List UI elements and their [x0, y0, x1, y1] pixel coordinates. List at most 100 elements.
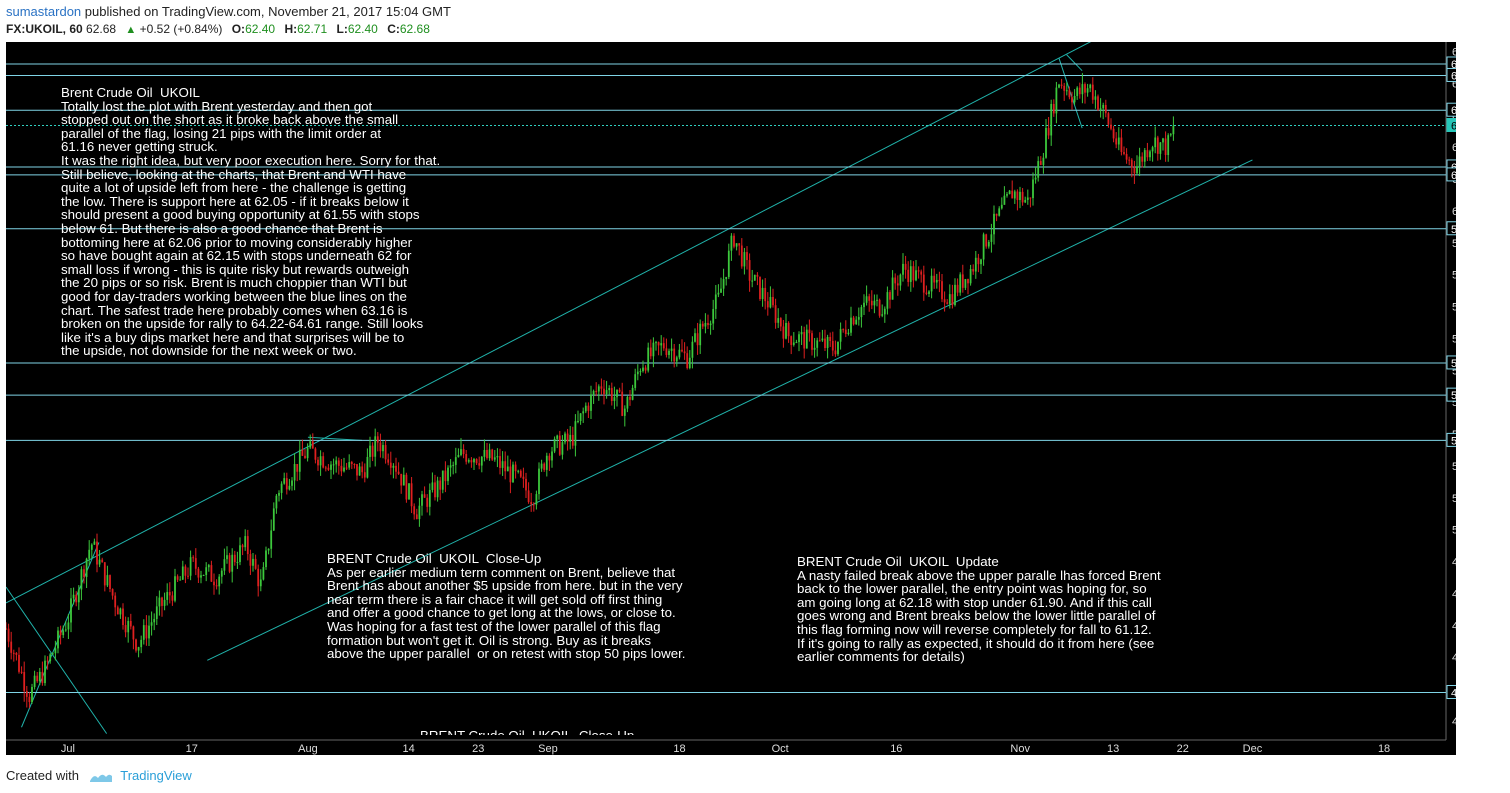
- candle-body: [64, 629, 67, 631]
- candle-body: [408, 483, 410, 500]
- candle-body: [652, 342, 655, 357]
- candle-body: [891, 277, 894, 300]
- candle-body: [179, 579, 182, 581]
- candle-body: [200, 575, 202, 578]
- candle-body: [571, 434, 574, 446]
- candle-body: [77, 589, 80, 603]
- candle-body: [1159, 142, 1162, 154]
- level-box-label: 52.80: [1451, 435, 1456, 447]
- candle-body: [751, 280, 754, 282]
- candle-body: [907, 269, 910, 282]
- candle-body: [345, 467, 348, 469]
- candle-body: [522, 476, 525, 479]
- candle-body: [478, 463, 481, 466]
- candle-body: [608, 388, 611, 391]
- author-link[interactable]: sumastardon: [6, 4, 82, 19]
- candle-body: [826, 337, 829, 348]
- y-tick-label: 52.00: [1452, 461, 1456, 473]
- candle-body: [415, 514, 418, 520]
- candle-body: [933, 275, 936, 283]
- candle-body: [353, 463, 356, 465]
- candle-body: [1055, 87, 1058, 114]
- candle-body: [244, 536, 247, 548]
- candle-body: [98, 559, 101, 565]
- candle-body: [829, 337, 832, 341]
- candle-body: [852, 317, 855, 325]
- candle-body: [272, 508, 275, 531]
- x-tick-label: Jul: [61, 743, 75, 755]
- candle-body: [798, 334, 800, 343]
- candle-body: [454, 457, 457, 465]
- candle-body: [1013, 191, 1016, 199]
- candle-body: [582, 411, 585, 414]
- candle-body: [574, 421, 577, 446]
- candle-body: [49, 654, 52, 662]
- candle-body: [509, 466, 512, 483]
- level-box: [1446, 221, 1456, 236]
- level-box-label: 44.89: [1451, 688, 1456, 700]
- candle-body: [800, 332, 803, 335]
- candle-body: [790, 336, 793, 345]
- candle-body: [735, 243, 738, 247]
- candle-body: [192, 557, 195, 559]
- x-tick-label: 13: [1107, 743, 1119, 755]
- candle-body: [584, 405, 587, 412]
- symbol-name: FX:UKOIL, 60: [6, 22, 83, 36]
- candle-body: [1169, 134, 1172, 136]
- candle-body: [480, 456, 483, 466]
- candle-body: [818, 340, 821, 342]
- candle-body: [358, 466, 361, 476]
- candle-body: [283, 478, 286, 484]
- candle-body: [158, 597, 161, 607]
- candle-body: [558, 435, 561, 455]
- candle-body: [629, 396, 631, 400]
- candle-body: [1091, 84, 1094, 100]
- tradingview-link[interactable]: TradingView: [120, 768, 192, 783]
- candle-body: [301, 449, 304, 456]
- candle-body: [1107, 113, 1110, 125]
- candle-body: [116, 607, 119, 615]
- candle-body: [46, 660, 49, 662]
- candle-body: [803, 332, 806, 349]
- candle-body: [311, 441, 314, 449]
- candle-body: [787, 322, 790, 337]
- candle-body: [330, 464, 332, 470]
- candle-body: [844, 329, 847, 334]
- candle-body: [122, 608, 124, 626]
- published-info: published on TradingView.com, November 2…: [84, 4, 451, 19]
- candle-body: [314, 448, 317, 460]
- price-chart[interactable]: 44.0045.0046.0047.0048.0049.0050.0051.00…: [6, 42, 1456, 755]
- candle-body: [943, 299, 946, 303]
- candle-body: [28, 696, 31, 703]
- candle-body: [57, 630, 59, 649]
- y-tick-label: 62.00: [1452, 142, 1456, 154]
- candle-body: [101, 559, 104, 563]
- candle-body: [1125, 153, 1128, 160]
- candle-body: [774, 305, 777, 323]
- candle-body: [1138, 156, 1141, 167]
- footer: Created with TradingView: [6, 768, 192, 783]
- candle-body: [985, 234, 988, 247]
- y-tick-label: 51.00: [1452, 493, 1456, 505]
- y-tick-label: 64.00: [1452, 78, 1456, 90]
- candle-body: [538, 468, 540, 495]
- candle-body: [673, 348, 676, 362]
- candle-body: [1019, 191, 1021, 200]
- candle-body: [324, 467, 327, 469]
- candle-body: [23, 672, 26, 691]
- candle-body: [904, 263, 907, 270]
- candle-body: [592, 391, 595, 395]
- candle-body: [948, 294, 951, 304]
- candle-body: [85, 558, 88, 577]
- candle-body: [236, 562, 239, 564]
- candle-body: [127, 620, 130, 633]
- candle-body: [993, 213, 995, 235]
- candle-body: [909, 266, 912, 282]
- level-box: [1446, 432, 1456, 447]
- level-box-label: 55.23: [1451, 358, 1456, 370]
- candle-body: [80, 569, 83, 590]
- x-tick-label: 18: [1378, 743, 1390, 755]
- candle-body: [163, 599, 166, 606]
- candle-body: [769, 296, 772, 308]
- candle-body: [683, 351, 686, 354]
